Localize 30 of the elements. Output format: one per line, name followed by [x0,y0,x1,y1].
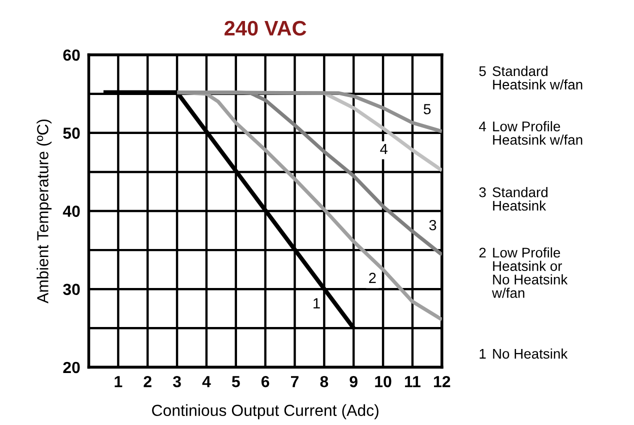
text: 3 Standard Heatsink [479,187,548,211]
x-tick-label: 5 [232,376,240,388]
x-tick-label: 3 [172,376,181,388]
x-tick-label: 12 [434,376,450,388]
x-tick-label: 6 [261,376,270,388]
series-label: 5 [424,104,431,114]
chart-title: 240 VAC [224,20,306,36]
text: 1 No Heatsink [480,348,568,359]
x-tick-label: 9 [350,376,358,388]
series-label: 2 [369,272,376,283]
x-tick-label: 10 [375,376,392,388]
text: 4 Low Profile Heatsink w/fan [478,121,582,145]
x-tick-label: 1 [114,376,122,388]
text: 5 Standard Heatsink w/fan [479,66,582,90]
y-axis-title: Ambient Temperature (ºC) [36,120,52,304]
series-label: 1 [314,298,320,308]
text: 2 Low Profile Heatsink or No Heatsink w/fan [479,247,568,298]
x-axis-title: Continious Output Current (Adc) [152,404,378,420]
series-label: 3 [429,220,436,230]
x-tick-label: 11 [405,376,420,388]
y-tick-label: 40 [62,206,80,217]
x-tick-label: 2 [144,376,152,388]
y-tick-label: 30 [63,284,80,296]
x-tick-label: 4 [202,376,211,388]
y-tick-label: 60 [63,49,80,61]
y-tick-label: 50 [63,128,80,139]
x-tick-label: 8 [320,376,328,388]
y-tick-label: 20 [63,362,80,374]
x-tick-label: 7 [291,376,298,388]
series-label: 4 [380,144,388,154]
